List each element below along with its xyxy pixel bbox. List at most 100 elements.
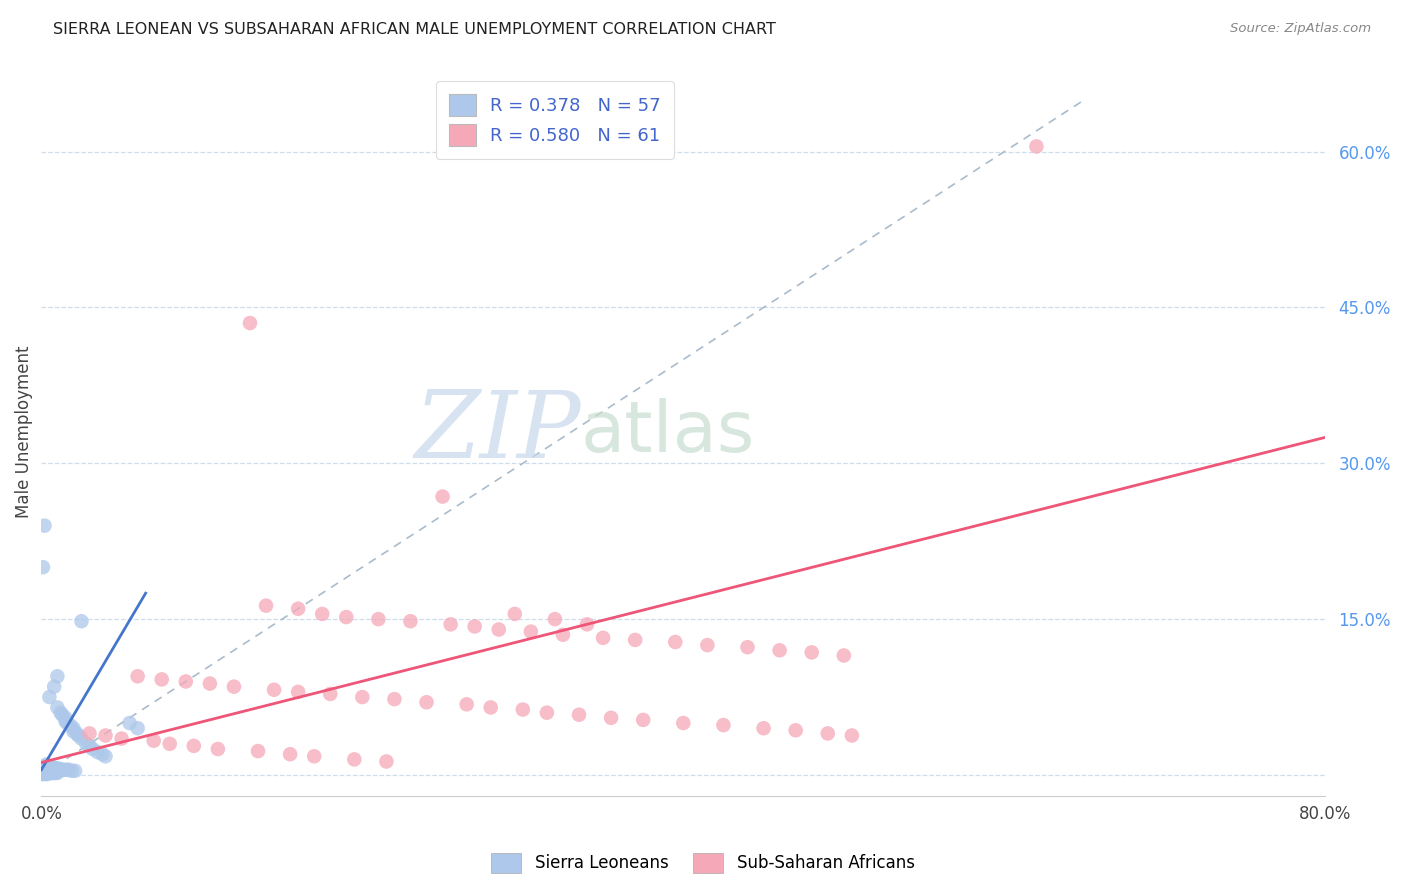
Point [319,687,342,701]
Point [439,617,461,632]
Point [45,765,67,780]
Point [768,643,790,657]
Point [67,729,90,743]
Point [520,624,543,639]
Point [479,700,502,714]
Point [375,755,398,769]
Point [63,764,86,778]
Point [58,763,80,777]
Point [45,762,67,776]
Point [239,316,262,330]
Point [592,631,614,645]
Point [41,761,63,775]
Point [55,714,77,728]
Point [118,716,141,731]
Point [367,612,389,626]
Point [752,721,775,735]
Point [127,669,149,683]
Point [737,640,759,655]
Point [32,767,55,781]
Point [183,739,205,753]
Point [263,682,285,697]
Point [817,726,839,740]
Text: SIERRA LEONEAN VS SUBSAHARAN AFRICAN MALE UNEMPLOYMENT CORRELATION CHART: SIERRA LEONEAN VS SUBSAHARAN AFRICAN MAL… [53,22,776,37]
Point [44,765,66,780]
Point [551,628,574,642]
Point [503,607,526,621]
Point [1025,139,1047,153]
Point [150,673,173,687]
Point [34,518,56,533]
Point [35,757,58,772]
Point [207,742,229,756]
Point [60,764,83,778]
Point [600,711,623,725]
Point [488,623,510,637]
Point [51,707,73,722]
Point [70,731,93,746]
Point [32,560,55,574]
Point [110,731,132,746]
Point [56,763,79,777]
Point [287,601,309,615]
Point [785,723,807,738]
Point [75,737,97,751]
Point [287,685,309,699]
Point [384,692,406,706]
Text: atlas: atlas [581,398,755,467]
Point [415,695,437,709]
Point [35,764,58,779]
Point [142,733,165,747]
Point [456,698,478,712]
Point [62,721,84,735]
Point [222,680,245,694]
Point [536,706,558,720]
Point [46,700,69,714]
Point [35,767,58,781]
Point [37,759,59,773]
Point [44,761,66,775]
Point [38,690,60,704]
Point [82,742,104,756]
Legend: R = 0.378   N = 57, R = 0.580   N = 61: R = 0.378 N = 57, R = 0.580 N = 61 [436,81,673,159]
Point [32,767,55,781]
Point [46,765,69,780]
Point [247,744,270,758]
Point [52,763,75,777]
Point [39,761,62,775]
Point [713,718,735,732]
Point [55,711,77,725]
Point [44,680,66,694]
Point [38,759,60,773]
Point [576,617,599,632]
Point [49,706,72,720]
Point [79,726,101,740]
Point [335,610,357,624]
Point [48,762,70,776]
Point [51,763,73,777]
Point [38,765,60,780]
Point [302,749,325,764]
Point [832,648,855,663]
Point [41,765,63,780]
Point [66,726,89,740]
Point [56,716,79,731]
Point [34,764,56,779]
Point [46,762,69,776]
Point [841,729,863,743]
Point [94,729,117,743]
Point [34,764,56,779]
Point [37,767,59,781]
Point [568,707,591,722]
Point [664,635,686,649]
Point [34,767,56,781]
Point [37,764,59,779]
Point [35,758,58,772]
Point [254,599,277,613]
Point [800,645,823,659]
Point [631,713,654,727]
Point [432,490,454,504]
Point [278,747,301,762]
Point [62,724,84,739]
Legend: Sierra Leoneans, Sub-Saharan Africans: Sierra Leoneans, Sub-Saharan Africans [485,847,921,880]
